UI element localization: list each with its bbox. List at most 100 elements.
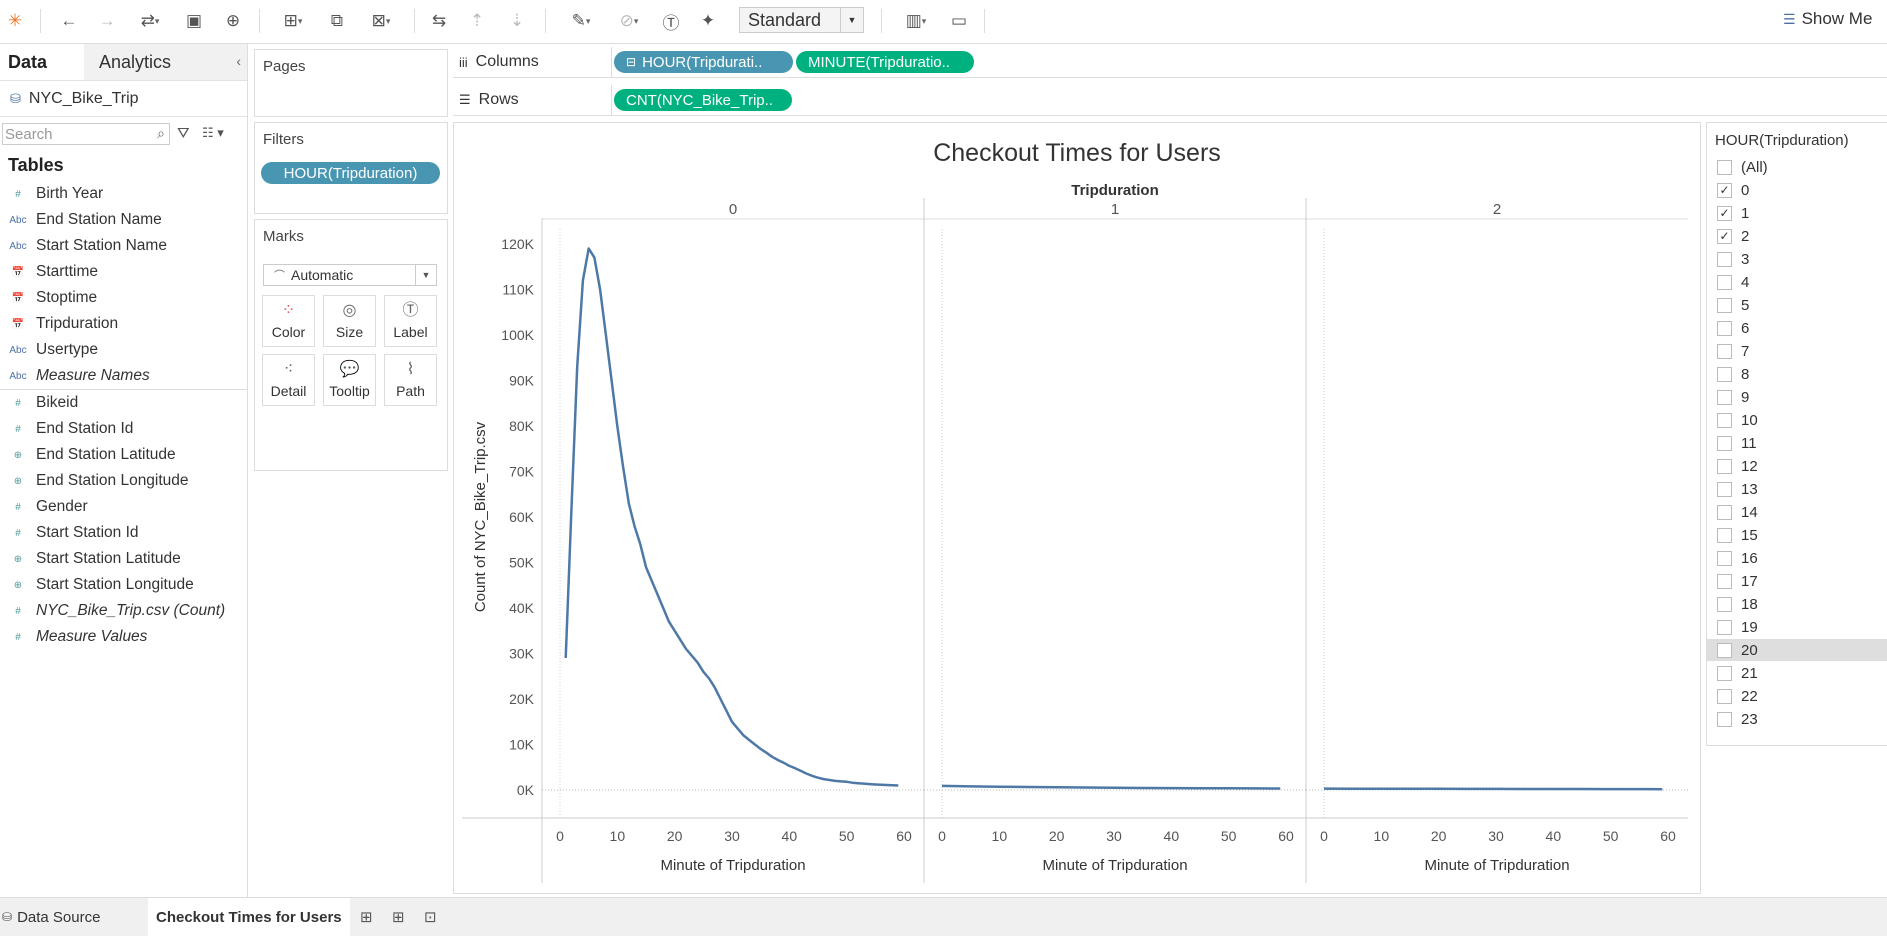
field-item[interactable]: # Start Station Id [0,520,247,546]
highlight-icon[interactable]: ✎ ▾ [571,11,591,30]
filter-option[interactable]: ✓ 1 [1707,202,1887,224]
filter-option[interactable]: 16 [1707,547,1887,569]
color-button[interactable]: ⁘ Color [262,295,315,347]
filter-option[interactable]: ✓ 2 [1707,225,1887,247]
view-options-icon[interactable]: ☷ ▾ [202,125,224,140]
checkbox-icon[interactable] [1717,251,1732,267]
duplicate-icon[interactable]: ⧉ [330,11,344,30]
fit-icon[interactable]: ▥ ▾ [905,11,927,30]
filter-option[interactable]: 12 [1707,455,1887,477]
filter-option[interactable]: 9 [1707,386,1887,408]
filter-icon[interactable]: ⛛ [177,125,190,142]
filter-option[interactable]: 18 [1707,593,1887,615]
checkbox-icon[interactable] [1717,527,1732,543]
size-button[interactable]: ◎ Size [323,295,376,347]
filter-option[interactable]: 7 [1707,340,1887,362]
filter-option[interactable]: 19 [1707,616,1887,638]
checkbox-icon[interactable] [1717,596,1732,612]
pin-icon[interactable]: ✦ [700,11,716,30]
checkbox-icon[interactable] [1717,412,1732,428]
field-item[interactable]: # End Station Id [0,416,247,442]
field-item[interactable]: ⊕ End Station Latitude [0,442,247,468]
checkbox-icon[interactable] [1717,688,1732,704]
new-datasource-icon[interactable]: ⊕ [225,11,241,30]
series-line-panel-0[interactable] [564,247,899,787]
tab-data[interactable]: Data [8,52,48,72]
filters-card[interactable]: Filters HOUR(Tripduration) [254,122,448,214]
field-item[interactable]: 📅 Stoptime [0,285,247,311]
filter-option[interactable]: 8 [1707,363,1887,385]
filter-option[interactable]: ✓ 0 [1707,179,1887,201]
replay-icon[interactable]: ⇄ ▾ [140,11,160,30]
field-item[interactable]: # NYC_Bike_Trip.csv (Count) [0,598,247,624]
search-input[interactable]: Search ⌕ [2,123,170,145]
checkbox-icon[interactable] [1717,366,1732,382]
filter-pill-hour[interactable]: HOUR(Tripduration) [261,162,440,184]
new-worksheet-icon[interactable]: ⊞ [360,909,373,926]
columns-pill-minute[interactable]: MINUTE(Tripduratio.. [796,51,974,73]
checkbox-icon[interactable] [1717,481,1732,497]
undo-icon[interactable]: ← [60,11,78,30]
checkbox-icon[interactable] [1717,159,1732,175]
filter-option[interactable]: 17 [1707,570,1887,592]
path-button[interactable]: ⌇ Path [384,354,437,406]
columns-pill-hour[interactable]: ⊟ HOUR(Tripdurati.. [614,51,793,73]
checkbox-icon[interactable] [1717,550,1732,566]
filter-option[interactable]: 23 [1707,708,1887,730]
filter-option[interactable]: 21 [1707,662,1887,684]
checkbox-icon[interactable] [1717,274,1732,290]
field-item[interactable]: ⊕ End Station Longitude [0,468,247,494]
filter-option[interactable]: 10 [1707,409,1887,431]
filter-option[interactable]: 5 [1707,294,1887,316]
checkbox-checked-icon[interactable]: ✓ [1717,205,1732,221]
sheet-tab-checkout-times[interactable]: Checkout Times for Users [148,898,350,936]
group-icon[interactable]: ⊘ ▾ [619,11,639,30]
swap-icon[interactable]: ⇆ [431,11,447,30]
tab-analytics[interactable]: Analytics [99,52,172,72]
field-item[interactable]: # Birth Year [0,181,247,207]
filter-option[interactable]: 3 [1707,248,1887,270]
sort-desc-icon[interactable]: ⇣ [509,11,525,30]
filter-option[interactable]: 22 [1707,685,1887,707]
detail-button[interactable]: ⁖ Detail [262,354,315,406]
field-item[interactable]: Abc Usertype [0,337,247,363]
filter-option[interactable]: 4 [1707,271,1887,293]
filter-option[interactable]: 6 [1707,317,1887,339]
tableau-logo-icon[interactable]: ✳ [7,11,23,30]
checkbox-icon[interactable] [1717,619,1732,635]
new-worksheet-icon[interactable]: ⊞ ▾ [283,11,303,30]
filter-option[interactable]: 14 [1707,501,1887,523]
checkbox-icon[interactable] [1717,435,1732,451]
clear-icon[interactable]: ⊠ ▾ [371,11,391,30]
series-line-panel-2[interactable] [1323,787,1663,791]
pages-card[interactable]: Pages [254,49,448,117]
new-story-icon[interactable]: ⊡ [424,909,437,926]
filter-option[interactable]: 20 [1707,639,1887,661]
field-item[interactable]: Abc End Station Name [0,207,247,233]
datasource-item[interactable]: ⛁ NYC_Bike_Trip [0,81,247,117]
filter-option[interactable]: 13 [1707,478,1887,500]
checkbox-icon[interactable] [1717,297,1732,313]
field-item[interactable]: Abc Start Station Name [0,233,247,259]
presentation-icon[interactable]: ▭ [950,11,968,30]
label-icon[interactable]: Ⓣ [662,13,680,33]
field-item[interactable]: # Bikeid [0,390,247,416]
filter-option[interactable]: (All) [1707,156,1887,178]
checkbox-checked-icon[interactable]: ✓ [1717,228,1732,244]
checkbox-icon[interactable] [1717,504,1732,520]
redo-icon[interactable]: → [98,11,116,30]
show-me-button[interactable]: ☰ Show Me [1783,9,1872,29]
field-item[interactable]: ⊕ Start Station Latitude [0,546,247,572]
chart-title[interactable]: Checkout Times for Users [933,139,1221,167]
field-item[interactable]: Abc Measure Names [0,363,247,389]
view-mode-select[interactable]: Standard ▼ [739,7,864,33]
sort-asc-icon[interactable]: ⇡ [469,11,485,30]
columns-shelf[interactable]: iii Columns ⊟ HOUR(Tripdurati.. MINUTE(T… [453,47,1887,78]
checkbox-icon[interactable] [1717,711,1732,727]
checkbox-icon[interactable] [1717,665,1732,681]
series-line-panel-1[interactable] [941,784,1281,790]
field-item[interactable]: ⊕ Start Station Longitude [0,572,247,598]
data-source-tab[interactable]: ⛁ Data Source [0,898,100,936]
line-chart[interactable]: Tripduration Count of NYC_Bike_Trip.csv 0K… [454,123,1700,893]
checkbox-icon[interactable] [1717,389,1732,405]
